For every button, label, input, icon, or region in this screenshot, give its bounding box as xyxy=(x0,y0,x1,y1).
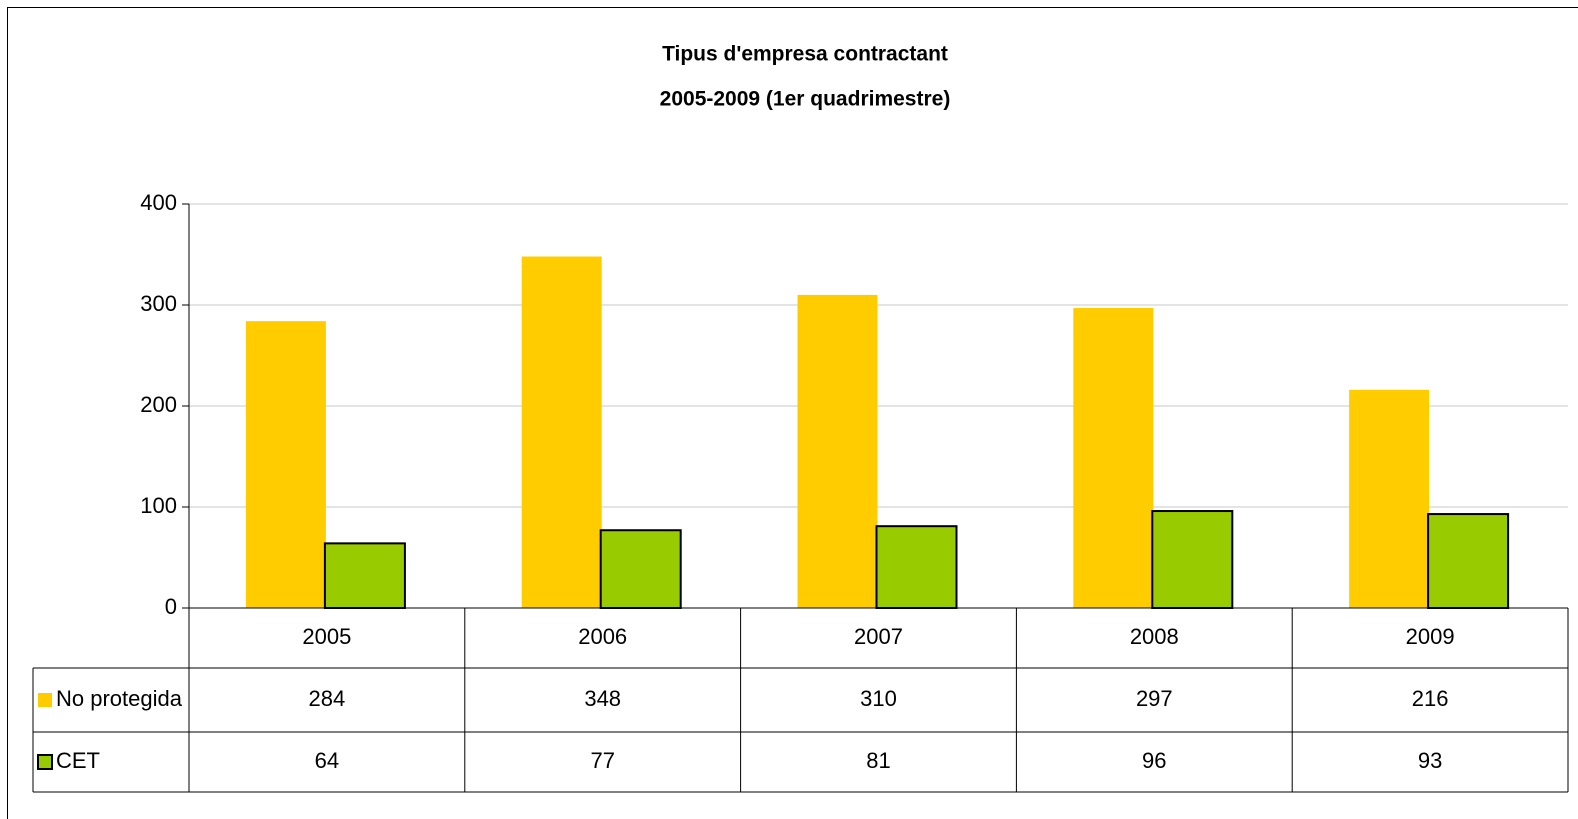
bar xyxy=(1073,308,1154,608)
y-tick-label: 300 xyxy=(140,291,177,316)
legend-label: No protegida xyxy=(56,686,183,711)
x-tick-label: 2009 xyxy=(1406,624,1455,649)
table-value: 81 xyxy=(866,748,890,773)
table-value: 93 xyxy=(1418,748,1442,773)
bar xyxy=(599,529,682,609)
table-value: 216 xyxy=(1412,686,1449,711)
legend-key xyxy=(38,693,52,707)
chart-title: Tipus d'empresa contractant xyxy=(662,43,948,66)
bar xyxy=(245,321,326,608)
bar xyxy=(521,256,602,608)
x-tick-label: 2008 xyxy=(1130,624,1179,649)
chart-border xyxy=(7,7,1578,819)
bar xyxy=(1427,513,1510,610)
legend-key xyxy=(37,754,53,770)
table-value: 64 xyxy=(315,748,339,773)
bar xyxy=(1151,510,1234,610)
table-value: 77 xyxy=(590,748,614,773)
legend-label: CET xyxy=(56,748,100,773)
table-value: 284 xyxy=(309,686,346,711)
y-tick-label: 0 xyxy=(165,594,177,619)
table-value: 96 xyxy=(1142,748,1166,773)
x-tick-label: 2006 xyxy=(578,624,627,649)
bar xyxy=(875,525,958,609)
bar xyxy=(797,294,878,608)
y-tick-label: 400 xyxy=(140,190,177,215)
x-tick-label: 2005 xyxy=(302,624,351,649)
bar xyxy=(1349,389,1430,608)
chart-subtitle: 2005-2009 (1er quadrimestre) xyxy=(660,88,951,111)
y-tick-label: 200 xyxy=(140,392,177,417)
table-value: 310 xyxy=(860,686,897,711)
table-value: 297 xyxy=(1136,686,1173,711)
x-tick-label: 2007 xyxy=(854,624,903,649)
y-tick-label: 100 xyxy=(140,493,177,518)
bar xyxy=(323,542,406,609)
table-value: 348 xyxy=(584,686,621,711)
